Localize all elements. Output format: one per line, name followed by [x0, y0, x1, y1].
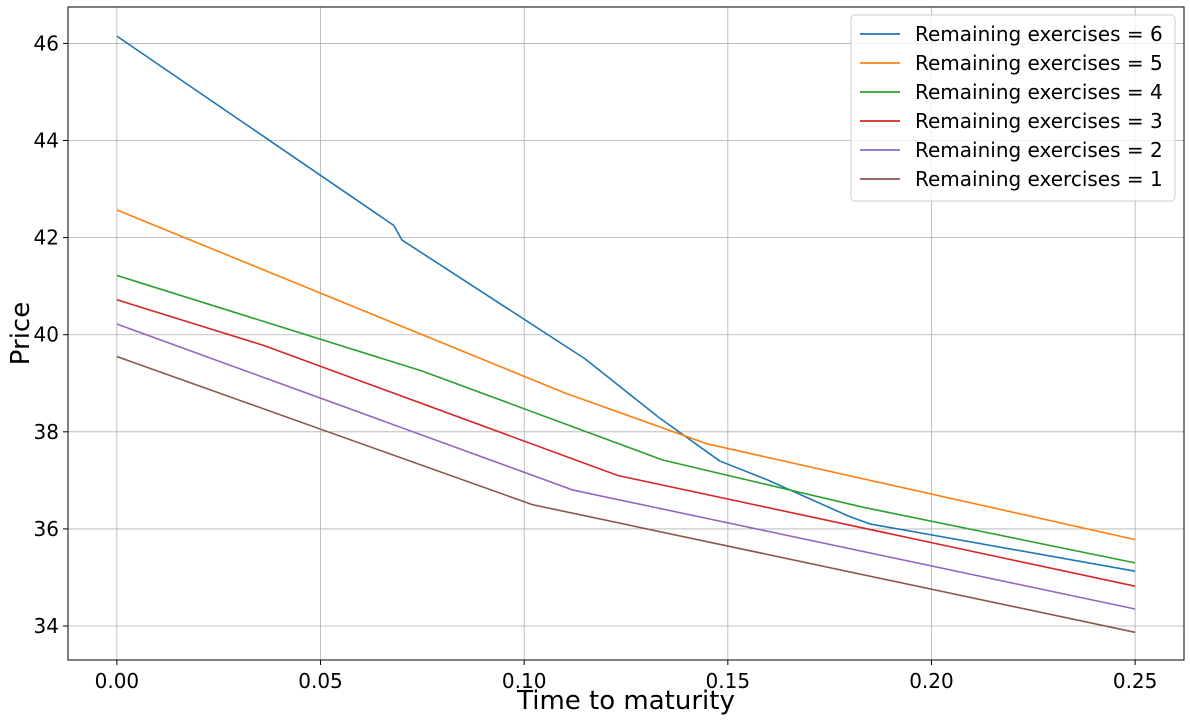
y-tick-label: 40	[34, 323, 59, 347]
series-line-1	[116, 35, 1136, 572]
x-tick-label: 0.15	[706, 669, 751, 693]
x-tick-label: 0.25	[1113, 669, 1158, 693]
series-line-6	[116, 355, 1136, 634]
legend-label: Remaining exercises = 1	[915, 167, 1163, 191]
legend: Remaining exercises = 6 Remaining exercis…	[850, 14, 1176, 202]
y-tick-label: 38	[34, 420, 59, 444]
legend-label: Remaining exercises = 6	[915, 22, 1163, 46]
legend-label: Remaining exercises = 3	[915, 109, 1163, 133]
x-tick-label: 0.05	[298, 669, 343, 693]
legend-label: Remaining exercises = 5	[915, 51, 1163, 75]
series-lines	[116, 35, 1136, 634]
series-line-3	[116, 274, 1136, 564]
series-line-4	[116, 298, 1136, 587]
series-line-2	[116, 209, 1136, 541]
x-axis-label: Time to maturity	[516, 686, 735, 716]
legend-label: Remaining exercises = 2	[915, 138, 1163, 162]
x-tick-label: 0.00	[95, 669, 140, 693]
y-tick-label: 34	[34, 614, 59, 638]
y-ticks: 34 36 38 40 42 44 46	[34, 31, 68, 638]
x-tick-label: 0.20	[909, 669, 954, 693]
x-ticks: 0.00 0.05 0.10 0.15 0.20 0.25	[95, 660, 1158, 693]
y-tick-label: 42	[34, 226, 59, 250]
y-tick-label: 46	[34, 31, 59, 55]
plot-frame	[67, 6, 1185, 661]
y-tick-label: 44	[34, 129, 59, 153]
y-tick-label: 36	[34, 517, 59, 541]
legend-label: Remaining exercises = 4	[915, 80, 1163, 104]
x-tick-label: 0.10	[502, 669, 547, 693]
legend-box	[850, 14, 1176, 202]
y-axis-label: Price	[6, 302, 36, 365]
series-line-5	[116, 323, 1136, 610]
